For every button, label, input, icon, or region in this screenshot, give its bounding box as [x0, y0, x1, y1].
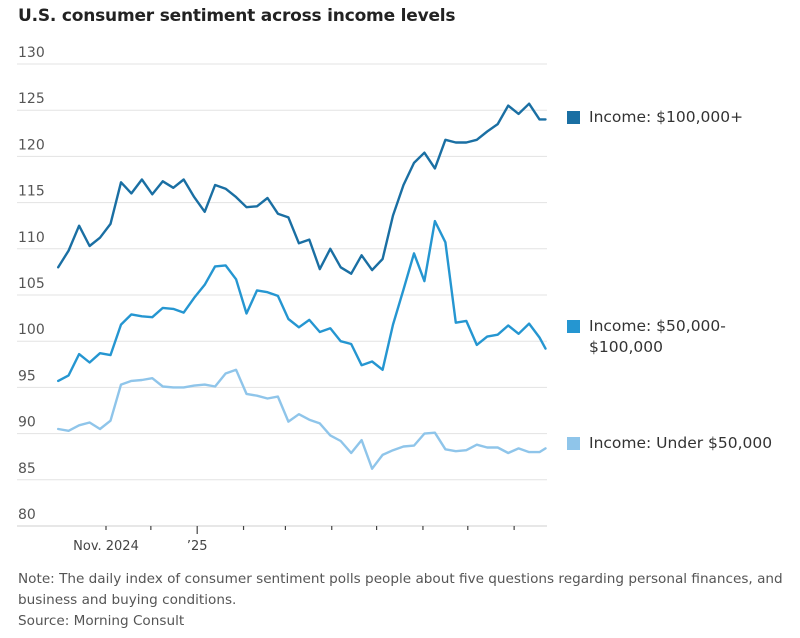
- chart-note: Note: The daily index of consumer sentim…: [18, 571, 783, 608]
- y-tick-label: 100: [18, 322, 45, 338]
- legend-swatch: [567, 437, 580, 450]
- series-line-income-50-000-100-000: [57, 219, 547, 383]
- legend-label-text: Income: Under $50,000: [589, 434, 773, 452]
- legend-label-text-line2: $100,000: [589, 338, 663, 356]
- y-tick-label: 95: [18, 368, 36, 384]
- y-tick-label: 80: [18, 507, 36, 523]
- y-tick-label: 130: [18, 45, 45, 61]
- x-tick-label: Nov. 2024: [73, 539, 139, 554]
- legend-label-text: Income: $50,000-: [589, 317, 726, 335]
- y-tick-label: 90: [18, 415, 36, 431]
- y-tick-label: 105: [18, 276, 45, 292]
- y-tick-label: 85: [18, 461, 36, 477]
- chart-title: U.S. consumer sentiment across income le…: [18, 6, 456, 26]
- legend-item-income-50k-100k: Income: $50,000- $100,000: [567, 316, 739, 358]
- series-lines: [57, 102, 547, 470]
- legend-item-income-100k-plus: Income: $100,000+: [567, 107, 789, 128]
- y-tick-label: 125: [18, 91, 45, 107]
- legend-label: Income: Under $50,000: [589, 433, 789, 454]
- y-tick-label: 110: [18, 230, 45, 246]
- x-tick-label: ’25: [187, 539, 208, 554]
- legend-label: Income: $100,000+: [589, 107, 789, 128]
- series-line-income-100-000: [57, 102, 547, 275]
- chart-source: Source: Morning Consult: [18, 613, 185, 629]
- legend-label: Income: $50,000- $100,000: [589, 316, 739, 358]
- legend-swatch: [567, 320, 580, 333]
- legend-swatch: [567, 111, 580, 124]
- y-tick-label: 115: [18, 184, 45, 200]
- y-tick-label: 120: [18, 137, 45, 153]
- gridlines: 130 125 120 115 110 105 100 95 90 85 80: [17, 45, 547, 527]
- x-axis: Nov. 2024 ’25: [73, 526, 515, 554]
- series-line-income-under-50-000: [57, 368, 547, 470]
- legend-label-text: Income: $100,000+: [589, 108, 744, 126]
- legend-item-income-under-50k: Income: Under $50,000: [567, 433, 789, 454]
